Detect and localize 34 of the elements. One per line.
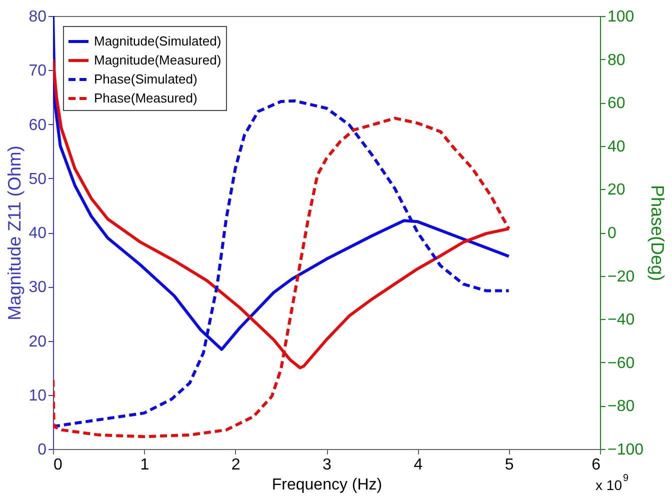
y-tick-label: 20 bbox=[28, 333, 47, 350]
y-tick-label: 30 bbox=[28, 279, 47, 296]
y2-tick-label: −80 bbox=[608, 398, 635, 416]
y2-tick-label: 0 bbox=[608, 225, 616, 242]
x-tick-label: 0 bbox=[54, 456, 62, 474]
y2-tick-label: −60 bbox=[608, 354, 635, 372]
y-tick-label: 40 bbox=[28, 225, 47, 242]
legend-label: Magnitude(Simulated) bbox=[94, 34, 222, 48]
y2-tick-label: −40 bbox=[608, 312, 635, 329]
x-tick-label: 4 bbox=[414, 456, 423, 474]
x-tick-label: 5 bbox=[504, 456, 514, 474]
y2-tick-label: −20 bbox=[608, 268, 635, 286]
y-tick-label: 80 bbox=[28, 8, 47, 26]
x-tick-label: 3 bbox=[322, 456, 332, 474]
legend-label: Magnitude(Measured) bbox=[94, 52, 222, 68]
x-tick-label: 6 bbox=[592, 456, 601, 474]
legend-label: Phase(Simulated) bbox=[94, 72, 198, 86]
y-tick-label: 50 bbox=[28, 170, 47, 188]
y-tick-label: 70 bbox=[28, 62, 47, 80]
y2-tick-label: −100 bbox=[608, 442, 644, 458]
y2-tick-label: 40 bbox=[608, 138, 626, 156]
x-axis-title: Frequency (Hz) bbox=[272, 476, 382, 494]
y-tick-label: 10 bbox=[28, 387, 47, 404]
y2-axis-title: Phase(Deg) bbox=[648, 184, 668, 282]
y-tick-label: 60 bbox=[28, 116, 47, 134]
legend-label: Phase(Measured) bbox=[94, 90, 198, 106]
y2-tick-label: 60 bbox=[608, 95, 626, 112]
y2-tick-label: 100 bbox=[608, 8, 634, 26]
y2-tick-label: 80 bbox=[608, 52, 626, 69]
x-tick-label: 2 bbox=[231, 456, 240, 474]
y-axis-title: Magnitude Z11 (Ohm) bbox=[4, 146, 25, 320]
y2-tick-label: 20 bbox=[608, 182, 626, 199]
y-tick-label: 0 bbox=[38, 442, 47, 458]
x-tick-label: 1 bbox=[140, 456, 150, 474]
